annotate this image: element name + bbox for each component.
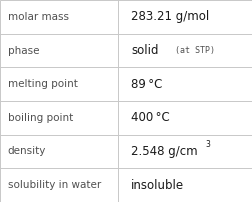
Text: 3: 3 [205,140,210,149]
Text: (at STP): (at STP) [175,46,215,55]
Text: solid: solid [131,44,159,57]
Text: melting point: melting point [8,79,77,89]
Text: 2.548 g/cm: 2.548 g/cm [131,145,198,158]
Text: 400 °C: 400 °C [131,111,170,124]
Text: density: density [8,146,46,157]
Text: solubility in water: solubility in water [8,180,101,190]
Text: phase: phase [8,45,39,56]
Text: boiling point: boiling point [8,113,73,123]
Text: 89 °C: 89 °C [131,78,163,91]
Text: insoluble: insoluble [131,179,184,192]
Text: molar mass: molar mass [8,12,69,22]
Text: 283.21 g/mol: 283.21 g/mol [131,10,209,23]
